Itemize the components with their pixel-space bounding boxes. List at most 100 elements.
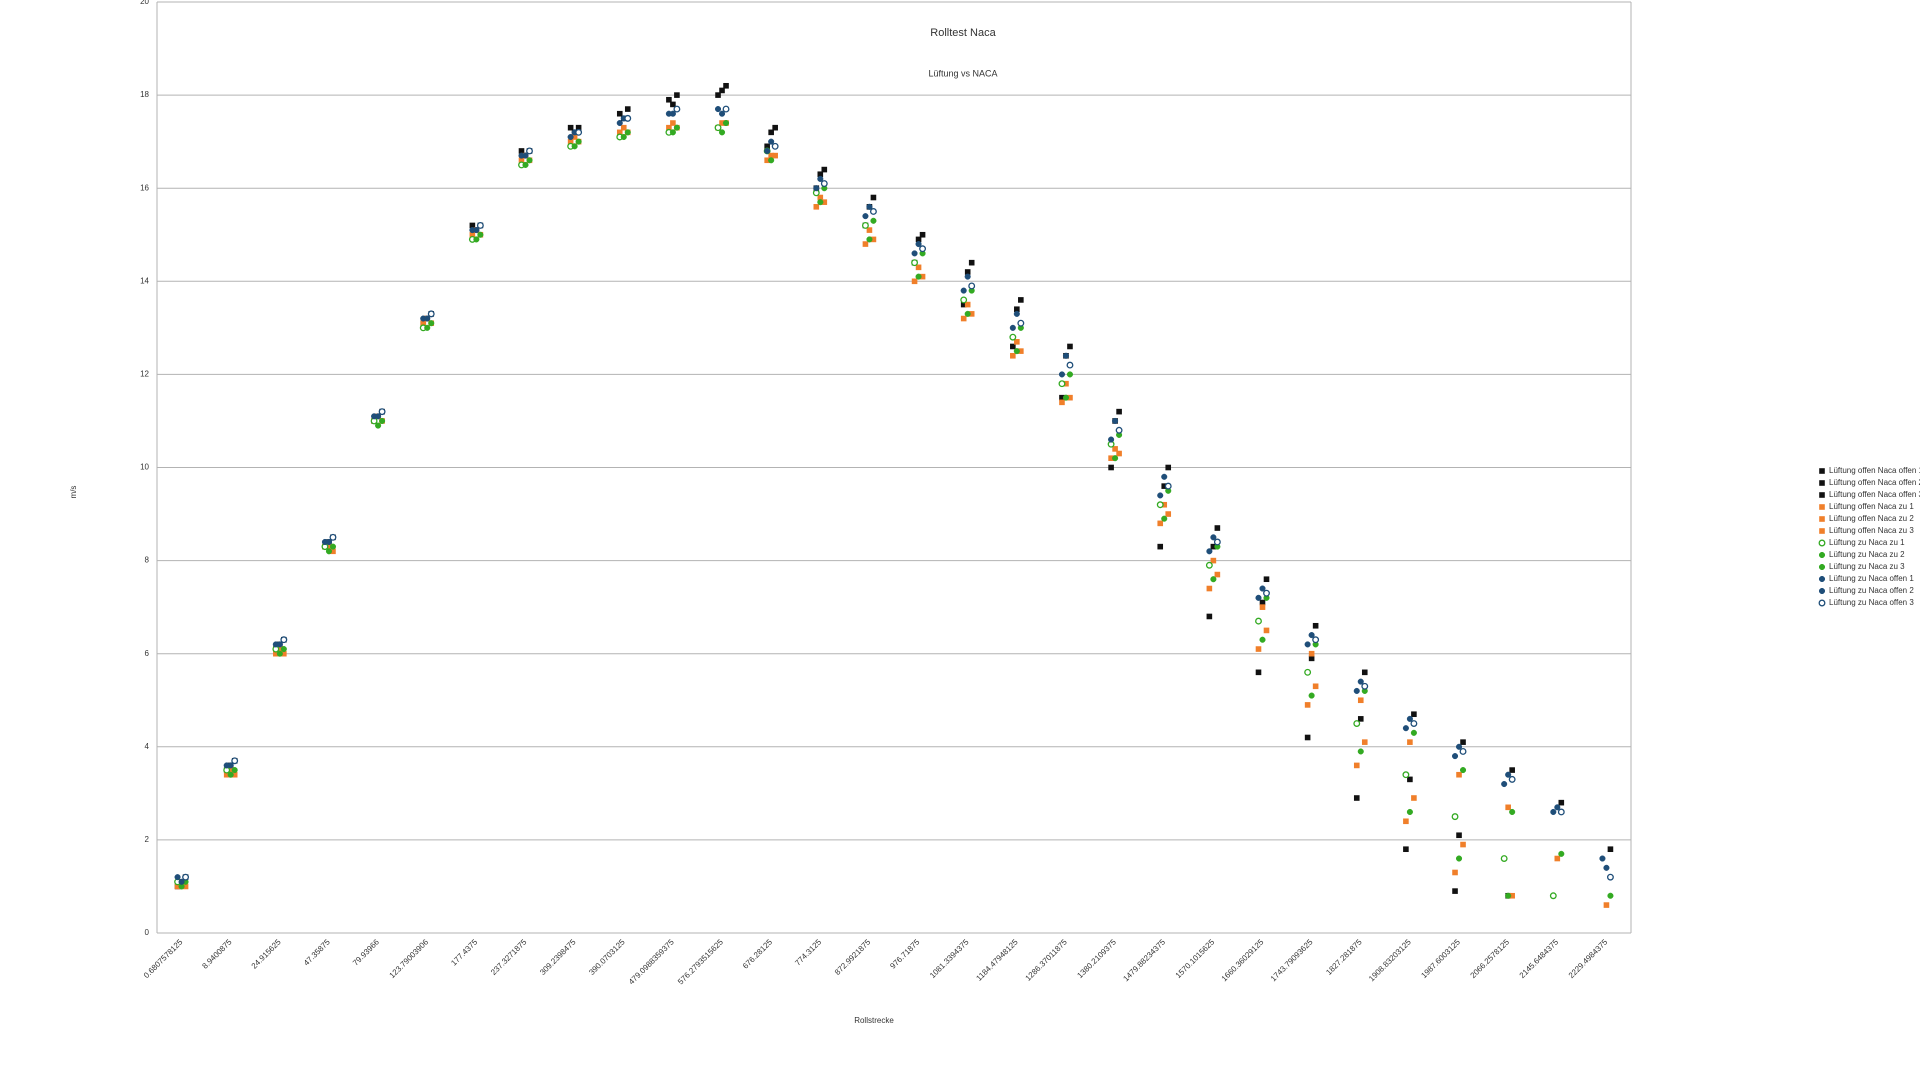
data-point <box>1213 538 1221 546</box>
data-point <box>1407 739 1413 745</box>
data-point <box>1067 394 1073 401</box>
data-point <box>1165 464 1172 471</box>
data-point <box>861 221 869 229</box>
data-point <box>424 324 431 331</box>
y-tick-label: 2 <box>145 835 150 844</box>
data-point <box>817 199 824 206</box>
x-tick-label: 676.28125 <box>741 937 774 970</box>
data-point <box>1455 743 1463 750</box>
data-point <box>1058 380 1066 388</box>
x-tick-label: 1286.37011875 <box>1024 937 1070 983</box>
data-point <box>911 250 918 257</box>
legend-marker <box>1818 539 1826 547</box>
data-point <box>1156 501 1164 509</box>
data-point <box>1410 729 1417 736</box>
data-point <box>379 417 386 425</box>
x-tick-label: 0.6807578125 <box>142 937 185 980</box>
data-point <box>870 194 877 201</box>
data-point <box>1361 739 1368 745</box>
data-point <box>911 259 919 267</box>
data-point <box>915 241 922 248</box>
data-point <box>1549 892 1557 900</box>
data-point <box>817 175 824 182</box>
data-point <box>821 166 828 173</box>
data-point <box>1206 613 1213 620</box>
data-point <box>1508 775 1516 783</box>
data-point <box>276 650 283 657</box>
data-point <box>813 185 820 192</box>
data-point <box>1411 711 1417 718</box>
data-point <box>1112 417 1119 425</box>
data-point <box>764 147 771 155</box>
x-tick-label: 309.2398475 <box>538 937 578 977</box>
data-point <box>1308 655 1315 662</box>
data-point <box>1116 408 1122 415</box>
legend-label: Lüftung zu Naca zu 2 <box>1829 550 1905 559</box>
legend-label: Lüftung zu Naca offen 3 <box>1829 598 1914 607</box>
x-tick-label: 2145.6484375 <box>1518 937 1561 980</box>
legend-marker <box>1818 551 1826 559</box>
data-point <box>919 273 926 280</box>
x-tick-label: 8.9400875 <box>200 937 233 970</box>
data-point <box>1509 767 1515 773</box>
data-point <box>960 296 968 304</box>
data-point <box>866 203 873 210</box>
data-point <box>1263 627 1270 634</box>
y-tick-label: 16 <box>140 183 149 192</box>
data-point <box>526 147 533 155</box>
data-point <box>616 129 623 136</box>
data-point <box>227 771 234 778</box>
x-tick-label: 576.2793515625 <box>676 937 725 986</box>
data-point <box>518 148 525 154</box>
data-point <box>1505 771 1512 778</box>
data-point <box>1214 525 1221 531</box>
data-point <box>1455 855 1463 862</box>
data-point <box>870 236 877 243</box>
legend-marker <box>1819 492 1825 498</box>
data-point <box>1557 808 1565 816</box>
data-point <box>1509 808 1516 816</box>
data-point <box>1361 669 1368 676</box>
x-tick-label: 2066.2578125 <box>1469 937 1512 980</box>
data-point <box>1017 319 1025 327</box>
legend-label: Lüftung zu Naca zu 3 <box>1829 562 1905 571</box>
data-point <box>325 548 333 555</box>
legend-label: Lüftung offen Naca zu 3 <box>1829 526 1914 535</box>
data-point <box>420 320 427 326</box>
data-point <box>1164 482 1172 490</box>
y-tick-label: 18 <box>140 90 149 99</box>
x-tick-label: 1184.47948125 <box>974 937 1020 983</box>
data-point <box>1161 501 1168 508</box>
x-tick-label: 1660.36029125 <box>1220 937 1266 983</box>
data-point <box>1402 771 1410 779</box>
data-point <box>714 106 722 113</box>
data-point <box>174 874 181 881</box>
data-point <box>476 221 484 229</box>
data-point <box>1308 632 1315 639</box>
data-point <box>718 129 726 136</box>
data-point <box>1013 310 1020 317</box>
y-tick-label: 10 <box>140 463 149 472</box>
data-point <box>1451 753 1459 760</box>
data-point <box>764 157 770 164</box>
data-point <box>919 245 927 253</box>
legend-marker <box>1819 504 1825 510</box>
data-point <box>522 161 529 168</box>
data-point <box>1353 762 1360 769</box>
data-point <box>862 213 869 220</box>
x-tick-label: 390.0703125 <box>587 937 627 977</box>
y-tick-label: 6 <box>145 649 150 658</box>
data-point <box>673 105 681 113</box>
x-tick-label: 1987.6003125 <box>1419 937 1462 980</box>
data-point <box>273 650 279 657</box>
y-tick-label: 8 <box>145 556 150 565</box>
data-point <box>719 120 725 126</box>
data-point <box>915 236 922 243</box>
data-point <box>1255 617 1262 625</box>
data-point <box>919 231 926 238</box>
data-point <box>1067 343 1073 350</box>
data-point <box>1606 873 1614 881</box>
data-point <box>669 110 676 117</box>
data-point <box>1066 361 1074 369</box>
data-point <box>427 310 435 318</box>
